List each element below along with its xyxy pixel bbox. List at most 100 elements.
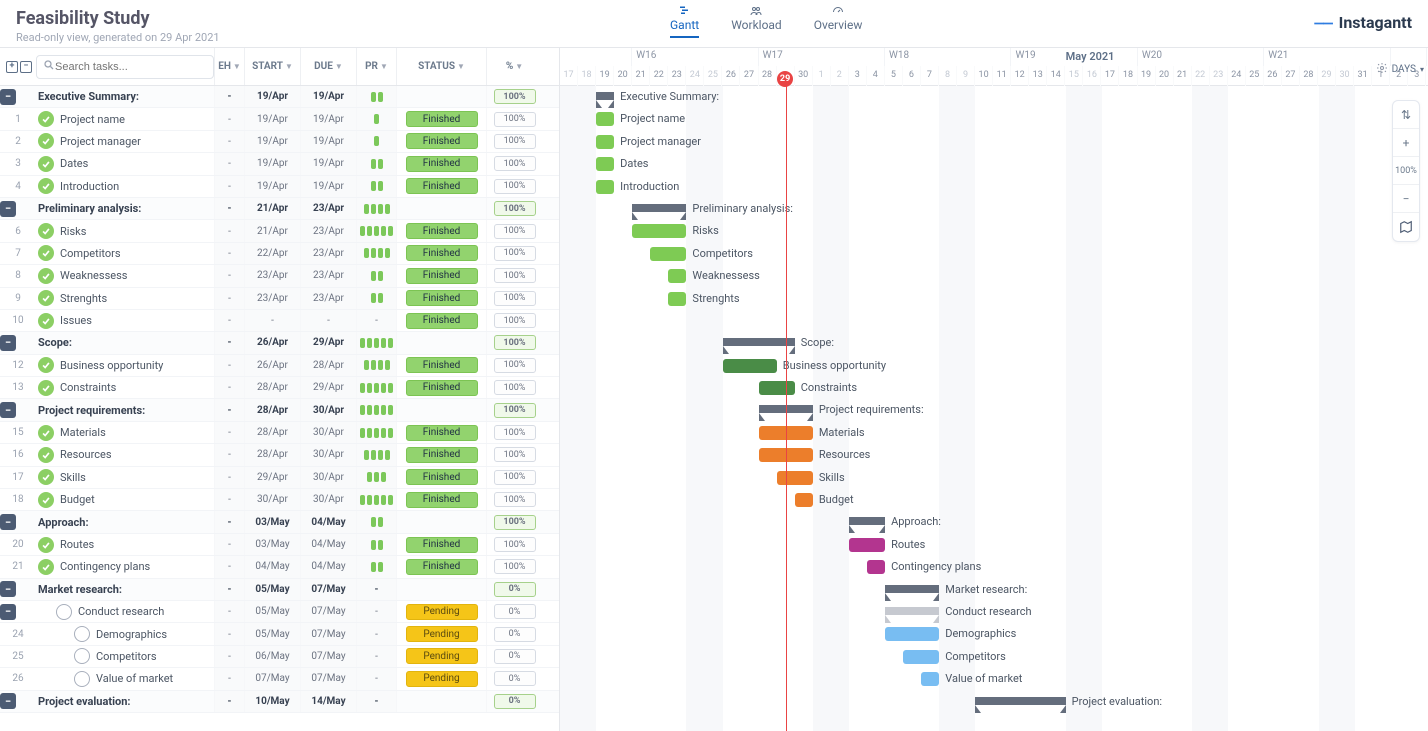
task-row[interactable]: 15Materials-28/Apr30/AprFinished100% xyxy=(0,422,559,444)
tab-gantt[interactable]: Gantt xyxy=(670,4,699,38)
task-bar[interactable] xyxy=(903,650,939,664)
task-bar[interactable] xyxy=(650,247,686,261)
task-name: Approach: xyxy=(38,516,89,529)
collapse-toggle[interactable]: − xyxy=(0,514,16,530)
map-toggle-button[interactable] xyxy=(1393,213,1419,241)
task-row[interactable]: 12Business opportunity-26/Apr28/AprFinis… xyxy=(0,355,559,377)
task-bar[interactable] xyxy=(795,493,813,507)
timeline-row: Project evaluation: xyxy=(560,691,1428,713)
task-bar[interactable] xyxy=(777,471,813,485)
task-row[interactable]: 10Issues----Finished100% xyxy=(0,310,559,332)
col-header-pr[interactable]: PR▼ xyxy=(356,48,396,85)
task-row[interactable]: 9Strenghts-23/Apr23/AprFinished100% xyxy=(0,288,559,310)
days-scale-button[interactable]: DAYS ▾ xyxy=(1372,58,1428,81)
group-row[interactable]: −Preliminary analysis:-21/Apr23/Apr100% xyxy=(0,198,559,220)
task-bar[interactable] xyxy=(867,560,885,574)
group-bar[interactable] xyxy=(632,204,686,212)
collapse-toggle[interactable]: − xyxy=(0,604,16,620)
swap-axis-button[interactable]: ⇅ xyxy=(1393,101,1419,129)
timeline-row: Project manager xyxy=(560,131,1428,153)
group-row[interactable]: −Scope:-26/Apr29/Apr100% xyxy=(0,332,559,354)
group-bar[interactable] xyxy=(723,338,795,346)
search-input[interactable] xyxy=(55,61,195,73)
group-bar[interactable] xyxy=(596,92,614,100)
task-name: Skills xyxy=(60,471,86,484)
cell-percent: 100% xyxy=(486,332,542,353)
task-bar[interactable] xyxy=(668,292,686,306)
group-row[interactable]: −Market research:-05/May07/May-0% xyxy=(0,579,559,601)
cell-percent: 0% xyxy=(486,646,542,667)
task-row[interactable]: 6Risks-21/Apr23/AprFinished100% xyxy=(0,220,559,242)
col-header-eh[interactable]: EH▼ xyxy=(214,48,244,85)
gauge-icon xyxy=(829,4,847,18)
task-bar[interactable] xyxy=(596,112,614,126)
task-row[interactable]: 2Project manager-19/Apr19/AprFinished100… xyxy=(0,131,559,153)
day-cell: 15 xyxy=(1065,66,1083,86)
task-row[interactable]: 13Constraints-28/Apr29/AprFinished100% xyxy=(0,377,559,399)
cell-priority xyxy=(356,377,396,398)
task-bar[interactable] xyxy=(849,538,885,552)
group-row[interactable]: −Project requirements:-28/Apr30/Apr100% xyxy=(0,399,559,421)
task-row[interactable]: 20Routes-03/May04/MayFinished100% xyxy=(0,534,559,556)
zoom-out-button[interactable]: − xyxy=(1393,185,1419,213)
task-row[interactable]: 4Introduction-19/Apr19/AprFinished100% xyxy=(0,176,559,198)
group-bar[interactable] xyxy=(885,607,939,615)
task-bar[interactable] xyxy=(596,180,614,194)
task-row[interactable]: 26Value of market-07/May07/May-Pending0% xyxy=(0,668,559,690)
zoom-in-button[interactable]: + xyxy=(1393,129,1419,157)
col-header-pct[interactable]: %▼ xyxy=(486,48,542,85)
task-bar[interactable] xyxy=(596,135,614,149)
group-bar[interactable] xyxy=(975,697,1065,705)
task-row[interactable]: 3Dates-19/Apr19/AprFinished100% xyxy=(0,153,559,175)
task-row[interactable]: 18Budget-30/Apr30/AprFinished100% xyxy=(0,489,559,511)
cell-eh: - xyxy=(214,534,244,555)
task-row[interactable]: 16Resources-28/Apr30/AprFinished100% xyxy=(0,444,559,466)
task-bar[interactable] xyxy=(668,269,686,283)
tab-overview[interactable]: Overview xyxy=(814,4,863,38)
day-cell: 30 xyxy=(1336,66,1354,86)
group-row[interactable]: −Executive Summary:-19/Apr19/Apr100% xyxy=(0,86,559,108)
group-bar[interactable] xyxy=(885,585,939,593)
task-row[interactable]: 21Contingency plans-04/May04/MayFinished… xyxy=(0,556,559,578)
collapse-all-button[interactable]: − xyxy=(20,61,32,73)
collapse-toggle[interactable]: − xyxy=(0,581,16,597)
task-row[interactable]: 24Demographics-05/May07/May-Pending0% xyxy=(0,623,559,645)
tab-workload[interactable]: Workload xyxy=(731,4,782,38)
task-row[interactable]: 7Competitors-22/Apr23/AprFinished100% xyxy=(0,243,559,265)
collapse-toggle[interactable]: − xyxy=(0,201,16,217)
timeline-row: Preliminary analysis: xyxy=(560,198,1428,220)
group-row[interactable]: −Conduct research-05/May07/May-Pending0% xyxy=(0,601,559,623)
task-bar[interactable] xyxy=(596,157,614,171)
collapse-toggle[interactable]: − xyxy=(0,335,16,351)
task-bar[interactable] xyxy=(759,381,795,395)
collapse-toggle[interactable]: − xyxy=(0,693,16,709)
day-cell: 23 xyxy=(668,66,686,86)
col-header-due[interactable]: DUE▼ xyxy=(300,48,356,85)
zoom-level[interactable]: 100% xyxy=(1393,157,1419,185)
task-bar[interactable] xyxy=(921,672,939,686)
group-bar[interactable] xyxy=(849,517,885,525)
cell-status xyxy=(396,332,486,353)
task-bar[interactable] xyxy=(632,224,686,238)
task-row[interactable]: 8Weaknessess-23/Apr23/AprFinished100% xyxy=(0,265,559,287)
cell-status xyxy=(396,86,486,107)
expand-all-button[interactable]: + xyxy=(6,61,18,73)
task-bar[interactable] xyxy=(885,627,939,641)
col-header-start[interactable]: START▼ xyxy=(244,48,300,85)
bar-label: Project requirements: xyxy=(819,403,924,416)
col-header-status[interactable]: STATUS▼ xyxy=(396,48,486,85)
day-cell: 7 xyxy=(921,66,939,86)
group-row[interactable]: −Approach:-03/May04/May100% xyxy=(0,511,559,533)
day-cell: 20 xyxy=(1156,66,1174,86)
cell-priority xyxy=(356,176,396,197)
task-bar[interactable] xyxy=(723,359,777,373)
collapse-toggle[interactable]: − xyxy=(0,402,16,418)
task-row[interactable]: 25Competitors-06/May07/May-Pending0% xyxy=(0,646,559,668)
task-row[interactable]: 1Project name-19/Apr19/AprFinished100% xyxy=(0,108,559,130)
task-name: Preliminary analysis: xyxy=(38,202,141,215)
task-row[interactable]: 17Skills-29/Apr30/AprFinished100% xyxy=(0,467,559,489)
cell-status xyxy=(396,511,486,532)
cell-percent: 100% xyxy=(486,556,542,577)
collapse-toggle[interactable]: − xyxy=(0,89,16,105)
group-row[interactable]: −Project evaluation:-10/May14/May-0% xyxy=(0,691,559,713)
